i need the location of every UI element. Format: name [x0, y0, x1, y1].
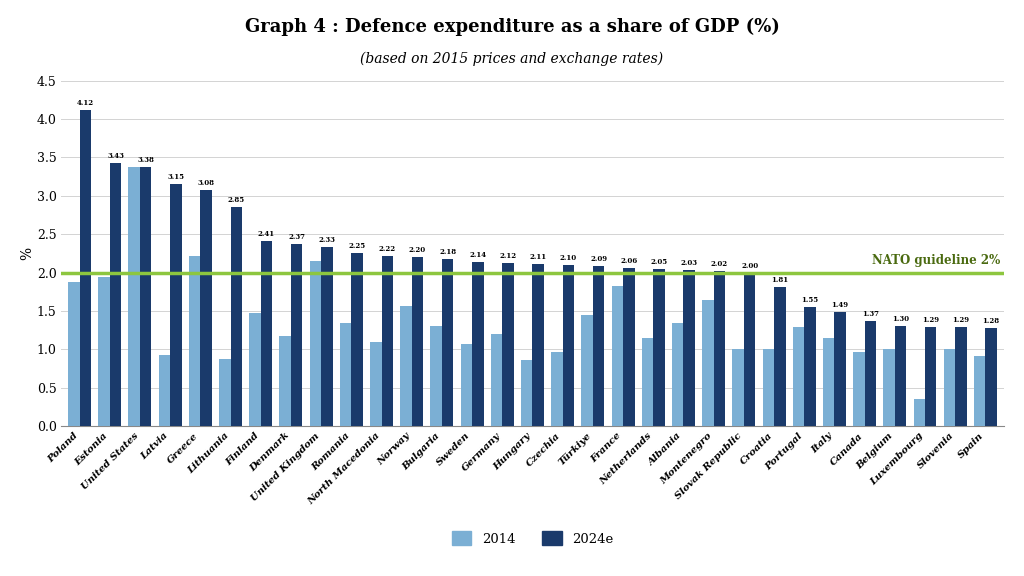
Bar: [80, 110, 91, 426]
Bar: [291, 244, 302, 426]
Bar: [823, 338, 835, 426]
Bar: [925, 327, 937, 426]
Y-axis label: %: %: [19, 247, 34, 260]
Text: 2.20: 2.20: [409, 246, 426, 254]
Bar: [714, 271, 725, 426]
Text: 3.15: 3.15: [167, 173, 184, 181]
Text: 2.10: 2.10: [560, 254, 577, 262]
Text: 2.18: 2.18: [439, 248, 457, 256]
Text: (based on 2015 prices and exchange rates): (based on 2015 prices and exchange rates…: [360, 52, 664, 66]
Text: 1.81: 1.81: [771, 276, 788, 284]
Text: Graph 4 : Defence expenditure as a share of GDP (%): Graph 4 : Defence expenditure as a share…: [245, 17, 779, 36]
Bar: [98, 277, 110, 426]
Bar: [521, 360, 532, 426]
Text: 2.12: 2.12: [500, 252, 516, 260]
Text: 1.49: 1.49: [831, 301, 849, 309]
Bar: [430, 327, 442, 426]
Bar: [351, 253, 362, 426]
Bar: [985, 328, 997, 426]
Bar: [461, 344, 472, 426]
Bar: [913, 399, 925, 426]
Bar: [219, 359, 230, 426]
Bar: [672, 323, 683, 426]
Text: 2.11: 2.11: [529, 253, 547, 261]
Bar: [793, 327, 804, 426]
Text: 3.08: 3.08: [198, 179, 215, 187]
Bar: [382, 256, 393, 426]
Legend: 2014, 2024e: 2014, 2024e: [446, 526, 618, 551]
Bar: [490, 334, 503, 426]
Bar: [593, 266, 604, 426]
Bar: [974, 355, 985, 426]
Bar: [110, 163, 121, 426]
Bar: [955, 327, 967, 426]
Bar: [582, 315, 593, 426]
Bar: [340, 323, 351, 426]
Bar: [322, 247, 333, 426]
Text: 1.29: 1.29: [952, 316, 970, 324]
Text: 1.28: 1.28: [983, 317, 999, 325]
Bar: [683, 270, 695, 426]
Bar: [503, 263, 514, 426]
Bar: [702, 300, 714, 426]
Text: 1.29: 1.29: [923, 316, 939, 324]
Bar: [370, 342, 382, 426]
Bar: [170, 184, 181, 426]
Bar: [611, 286, 623, 426]
Bar: [442, 259, 454, 426]
Bar: [140, 166, 152, 426]
Bar: [68, 282, 80, 426]
Text: 1.37: 1.37: [862, 310, 879, 318]
Text: 2.33: 2.33: [318, 236, 335, 244]
Bar: [642, 338, 653, 426]
Text: 1.55: 1.55: [802, 296, 818, 304]
Bar: [261, 241, 272, 426]
Bar: [412, 257, 423, 426]
Text: NATO guideline 2%: NATO guideline 2%: [872, 254, 1000, 267]
Bar: [944, 350, 955, 426]
Bar: [732, 348, 743, 426]
Text: 3.43: 3.43: [108, 151, 124, 160]
Text: 3.38: 3.38: [137, 156, 155, 164]
Text: 2.22: 2.22: [379, 245, 396, 253]
Text: 2.09: 2.09: [590, 255, 607, 263]
Bar: [280, 336, 291, 426]
Bar: [774, 287, 785, 426]
Bar: [853, 352, 864, 426]
Bar: [864, 321, 877, 426]
Text: 2.00: 2.00: [741, 262, 758, 270]
Bar: [562, 265, 574, 426]
Bar: [249, 313, 261, 426]
Bar: [743, 272, 756, 426]
Bar: [895, 327, 906, 426]
Text: 2.41: 2.41: [258, 230, 275, 238]
Bar: [128, 166, 140, 426]
Bar: [532, 264, 544, 426]
Bar: [623, 268, 635, 426]
Bar: [653, 269, 665, 426]
Bar: [201, 190, 212, 426]
Bar: [472, 262, 483, 426]
Bar: [309, 261, 322, 426]
Bar: [230, 207, 242, 426]
Bar: [159, 355, 170, 426]
Bar: [763, 350, 774, 426]
Text: 2.03: 2.03: [681, 259, 697, 267]
Text: 2.25: 2.25: [348, 242, 366, 251]
Bar: [400, 306, 412, 426]
Bar: [835, 312, 846, 426]
Text: 4.12: 4.12: [77, 98, 94, 107]
Text: 2.02: 2.02: [711, 260, 728, 268]
Text: 2.14: 2.14: [469, 251, 486, 259]
Bar: [804, 307, 816, 426]
Bar: [188, 256, 201, 426]
Text: 2.05: 2.05: [650, 257, 668, 266]
Bar: [551, 352, 562, 426]
Bar: [884, 350, 895, 426]
Text: 2.85: 2.85: [227, 196, 245, 204]
Text: 2.06: 2.06: [621, 257, 637, 265]
Text: 1.30: 1.30: [892, 315, 909, 323]
Text: 2.37: 2.37: [288, 233, 305, 241]
